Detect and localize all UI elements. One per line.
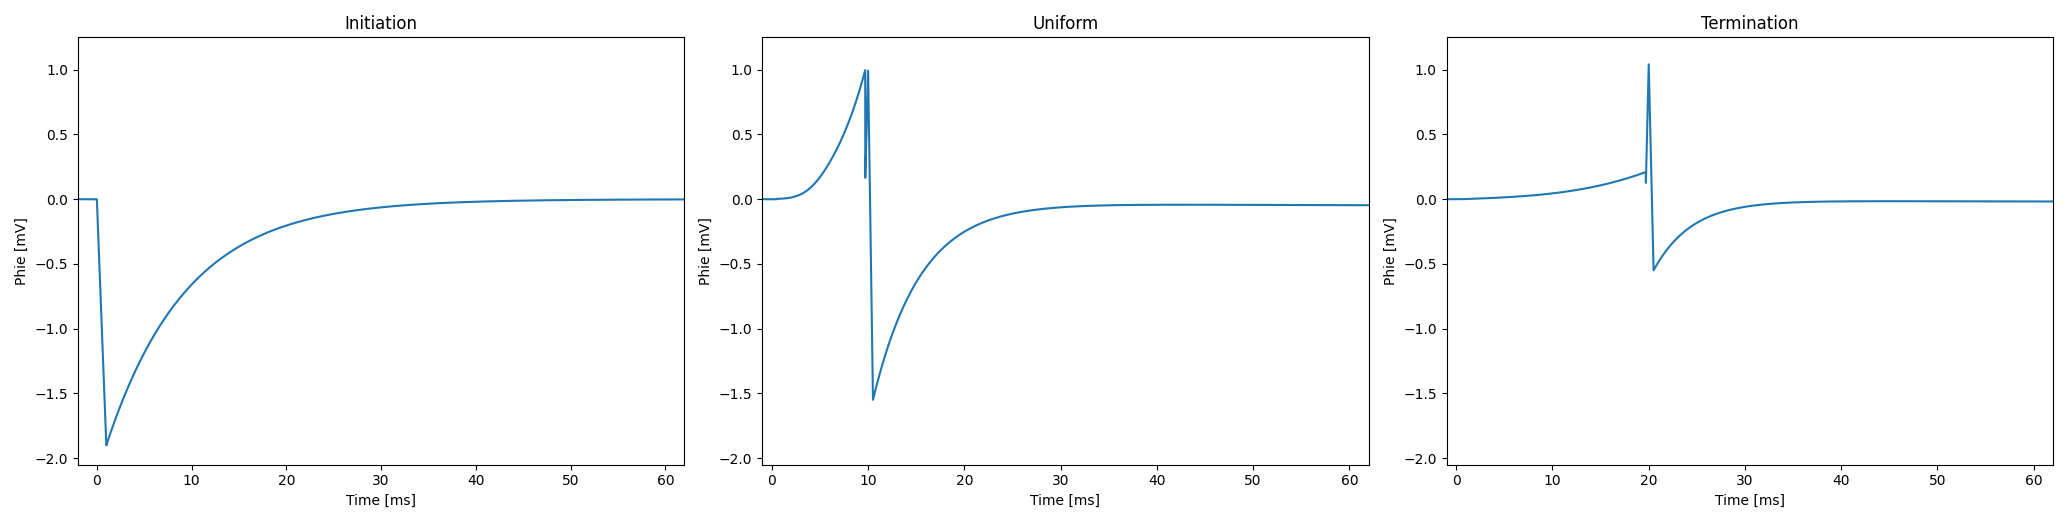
Y-axis label: Phie [mV]: Phie [mV]: [699, 217, 713, 285]
Y-axis label: Phie [mV]: Phie [mV]: [14, 217, 29, 285]
Title: Termination: Termination: [1702, 15, 1799, 33]
X-axis label: Time [ms]: Time [ms]: [1714, 494, 1785, 508]
Y-axis label: Phie [mV]: Phie [mV]: [1383, 217, 1398, 285]
Title: Uniform: Uniform: [1032, 15, 1098, 33]
X-axis label: Time [ms]: Time [ms]: [345, 494, 416, 508]
Title: Initiation: Initiation: [345, 15, 418, 33]
X-axis label: Time [ms]: Time [ms]: [1030, 494, 1100, 508]
